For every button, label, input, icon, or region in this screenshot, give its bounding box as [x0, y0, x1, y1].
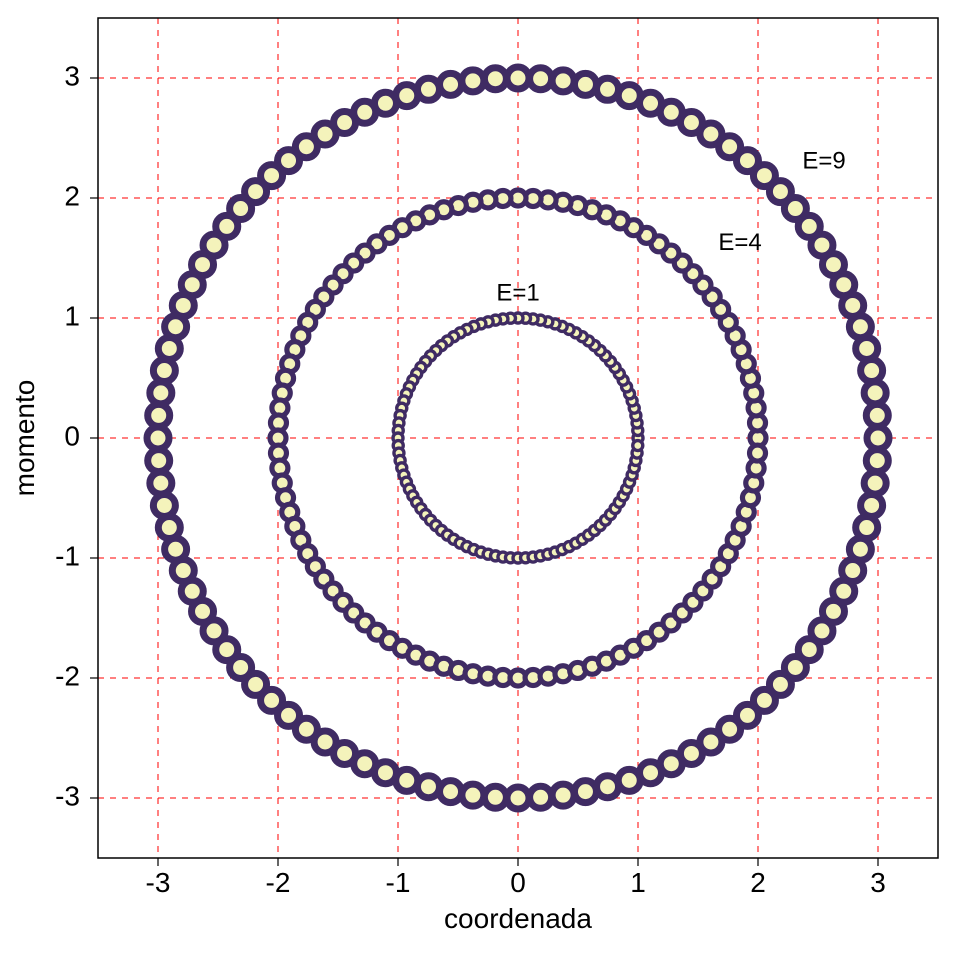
series-label: E=9	[802, 147, 845, 174]
y-tick-label: -1	[55, 540, 80, 571]
x-tick-label: -3	[146, 867, 171, 898]
y-tick-label: 2	[64, 180, 80, 211]
y-tick-label: -3	[55, 780, 80, 811]
x-axis-label: coordenada	[444, 903, 592, 934]
x-tick-label: -2	[266, 867, 291, 898]
x-tick-label: 0	[510, 867, 526, 898]
series-label: E=1	[496, 279, 539, 306]
series-label: E=4	[718, 229, 761, 256]
phase-space-chart: E=1 E=4 E=9 -3 -2 -1 0 1 2 3 -3 -2 -1 0 1 2 3 coordenada m…	[0, 0, 960, 960]
y-tick-label: 3	[64, 60, 80, 91]
y-axis-label: momento	[9, 380, 40, 497]
chart-svg: E=1 E=4 E=9 -3 -2 -1 0 1 2 3 -3 -2 -1 0 1 2 3 coordenada m…	[0, 0, 960, 960]
y-tick-label: 1	[64, 300, 80, 331]
x-tick-label: 3	[870, 867, 886, 898]
y-tick-label: 0	[64, 420, 80, 451]
y-tick-label: -2	[55, 660, 80, 691]
x-tick-label: 1	[630, 867, 646, 898]
x-tick-label: 2	[750, 867, 766, 898]
x-tick-label: -1	[386, 867, 411, 898]
